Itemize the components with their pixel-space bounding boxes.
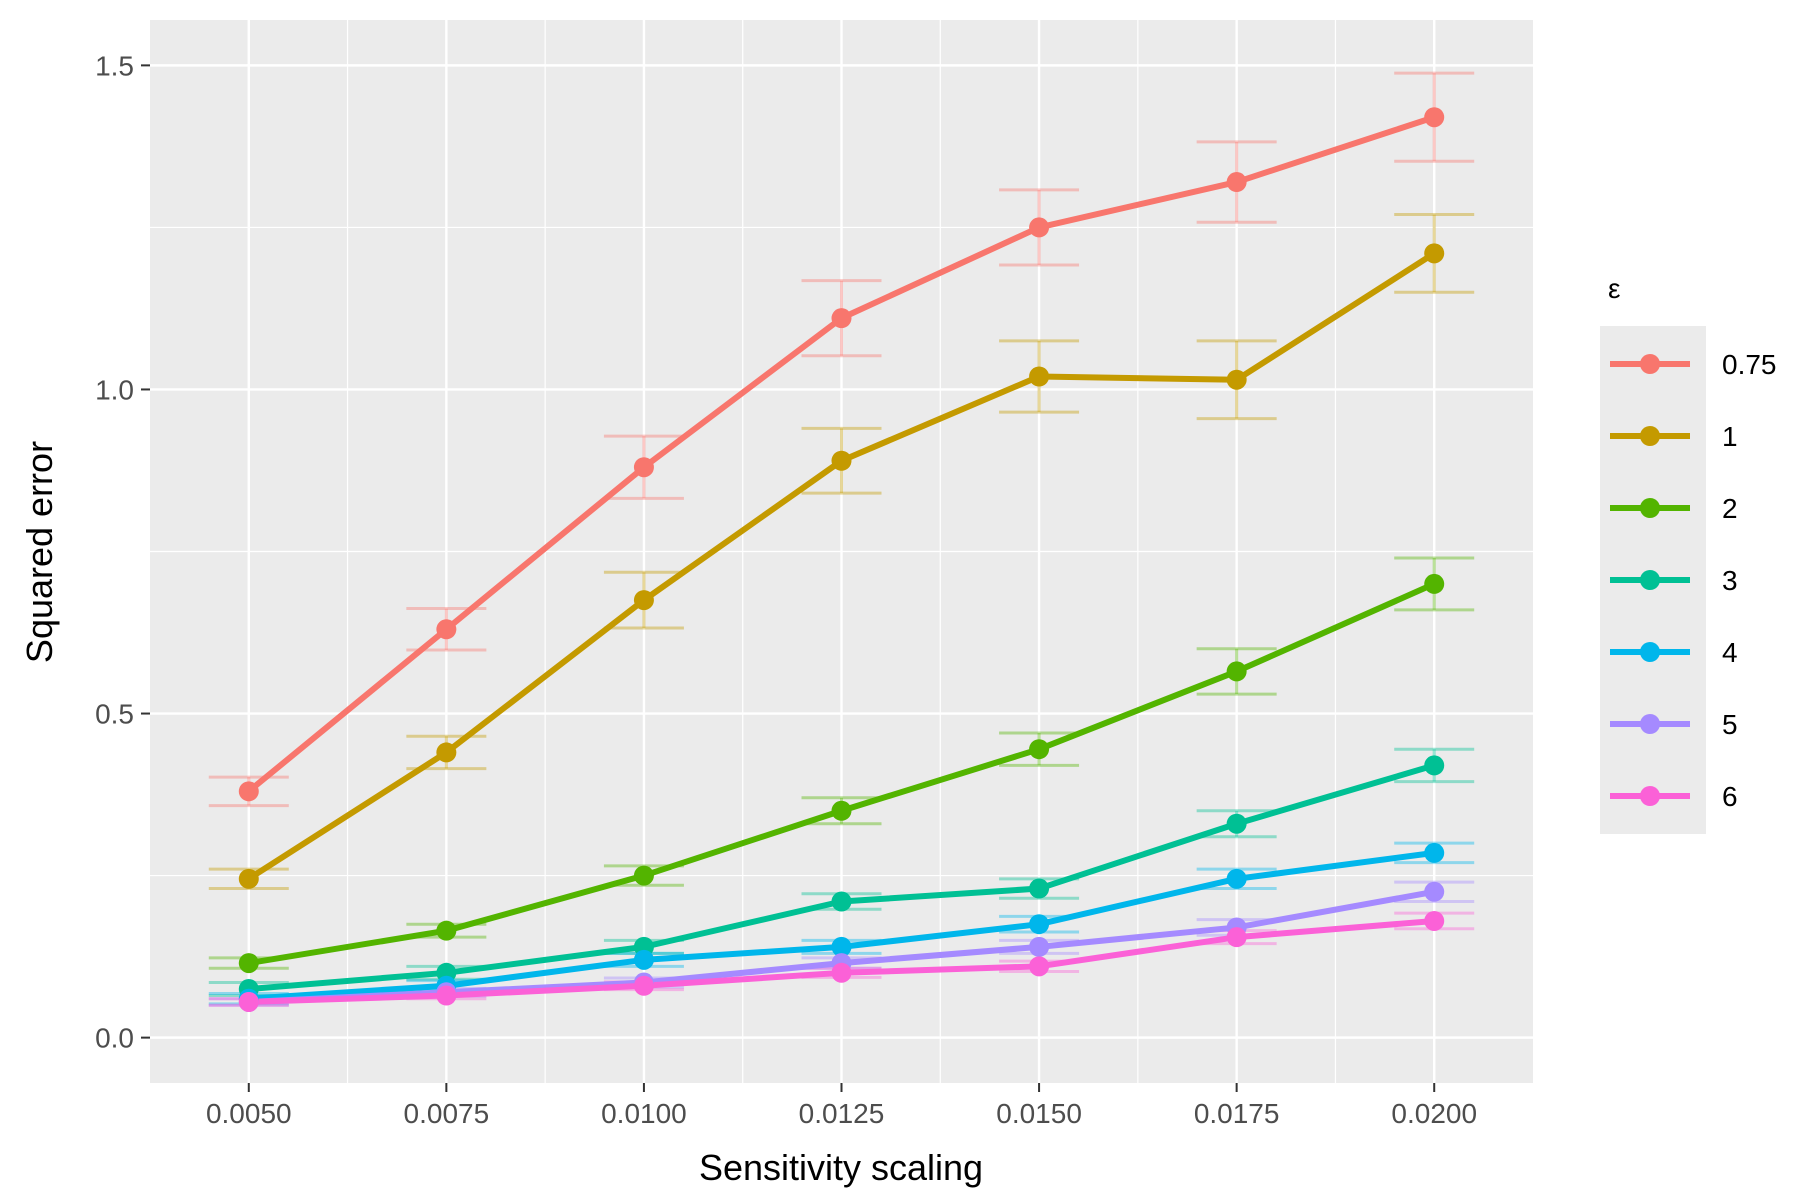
data-point (831, 800, 852, 821)
data-point (1424, 107, 1445, 128)
data-point (1029, 217, 1050, 238)
legend: ε 0.75 1 2 3 4 5 6 (1600, 273, 1777, 834)
x-tick-label: 0.0100 (601, 1098, 687, 1129)
data-point (436, 742, 457, 763)
data-point (1029, 936, 1050, 957)
data-point (633, 865, 654, 886)
data-point (633, 457, 654, 478)
x-tick-label: 0.0175 (1194, 1098, 1280, 1129)
x-tick-label: 0.0150 (996, 1098, 1082, 1129)
x-tick-label: 0.0125 (799, 1098, 885, 1129)
y-tick-label: 0.0 (95, 1023, 134, 1054)
data-point (238, 991, 259, 1012)
legend-label: 2 (1722, 493, 1738, 524)
x-axis: 0.0050 0.0075 0.0100 0.0125 0.0150 0.0175 0.02… (206, 1083, 1477, 1129)
series-points (238, 107, 1445, 1012)
data-point (1424, 755, 1445, 776)
data-point (1424, 243, 1445, 264)
y-tick-label: 1.0 (95, 374, 134, 405)
data-point (238, 781, 259, 802)
data-point (1029, 956, 1050, 977)
legend-key-point (1640, 786, 1660, 806)
data-point (1029, 739, 1050, 760)
y-tick-label: 0.5 (95, 699, 134, 730)
x-tick-label: 0.0050 (206, 1098, 292, 1129)
legend-label: 6 (1722, 781, 1738, 812)
legend-key-point (1640, 354, 1660, 374)
legend-key-point (1640, 498, 1660, 518)
data-point (1226, 172, 1247, 193)
data-point (238, 953, 259, 974)
data-point (436, 619, 457, 640)
data-point (1424, 881, 1445, 902)
data-point (1029, 878, 1050, 899)
legend-key-point (1640, 714, 1660, 734)
data-point (831, 936, 852, 957)
data-point (1226, 661, 1247, 682)
legend-label: 4 (1722, 637, 1738, 668)
data-point (436, 920, 457, 941)
data-point (1424, 573, 1445, 594)
legend-key-point (1640, 642, 1660, 662)
x-axis-title: Sensitivity scaling (699, 1147, 983, 1188)
data-point (633, 590, 654, 611)
legend-items: 0.75 1 2 3 4 5 6 (1610, 349, 1777, 812)
legend-label: 1 (1722, 421, 1738, 452)
data-point (1029, 914, 1050, 935)
data-point (1226, 868, 1247, 889)
data-point (1424, 842, 1445, 863)
legend-key-point (1640, 426, 1660, 446)
y-axis-title: Squared error (19, 441, 60, 663)
data-point (831, 450, 852, 471)
major-gridlines (150, 20, 1533, 1083)
data-point (633, 949, 654, 970)
legend-label: 5 (1722, 709, 1738, 740)
data-point (1226, 369, 1247, 390)
data-point (1029, 366, 1050, 387)
data-point (1226, 813, 1247, 834)
data-point (831, 308, 852, 329)
legend-key-point (1640, 570, 1660, 590)
x-tick-label: 0.0075 (404, 1098, 490, 1129)
y-axis: 0.0 0.5 1.0 1.5 (95, 50, 150, 1054)
data-point (1226, 927, 1247, 948)
data-point (436, 985, 457, 1006)
y-tick-label: 1.5 (95, 50, 134, 81)
data-point (831, 891, 852, 912)
legend-label: 0.75 (1722, 349, 1777, 380)
data-point (238, 868, 259, 889)
legend-label: 3 (1722, 565, 1738, 596)
data-point (831, 962, 852, 983)
data-point (1424, 910, 1445, 931)
x-tick-label: 0.0200 (1391, 1098, 1477, 1129)
data-point (633, 975, 654, 996)
legend-title: ε (1608, 273, 1620, 304)
